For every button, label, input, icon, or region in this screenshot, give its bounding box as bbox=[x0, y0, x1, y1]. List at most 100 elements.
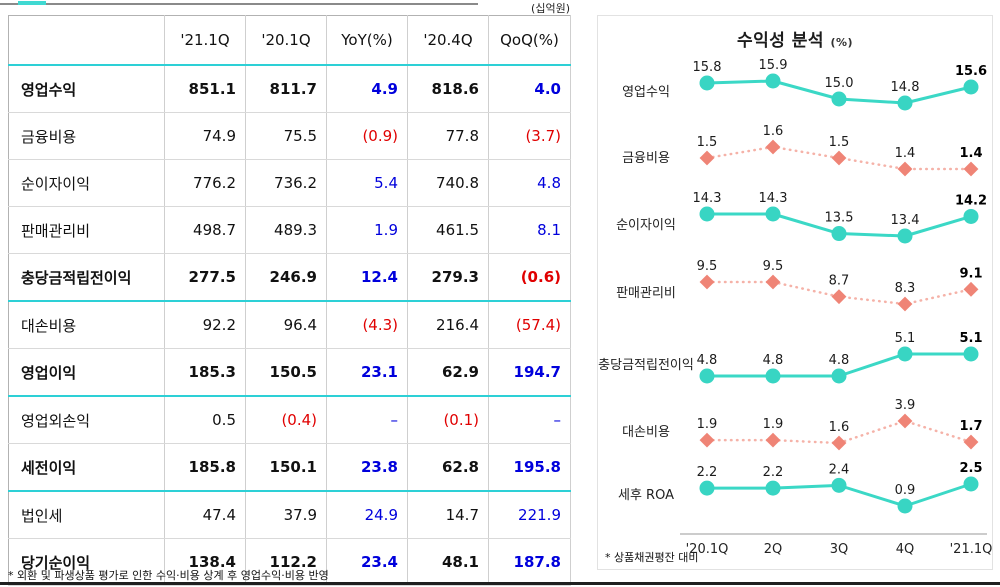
cell-value: 221.9 bbox=[488, 491, 571, 539]
circle-marker bbox=[699, 206, 715, 222]
cell-value: 4.8 bbox=[488, 159, 571, 207]
cell-value: 138.4 bbox=[164, 538, 246, 586]
table-row: 충당금적립전이익 277.5 246.9 12.4 279.3 (0.6) bbox=[8, 253, 571, 302]
table-row: 판매관리비 498.7 489.3 1.9 461.5 8.1 bbox=[8, 206, 571, 254]
cell-value: 12.4 bbox=[326, 253, 408, 302]
table-row: 금융비용 74.9 75.5 (0.9) 77.8 (3.7) bbox=[8, 112, 571, 160]
cell-value: 498.7 bbox=[164, 206, 246, 254]
x-axis-tick-label: '20.1Q bbox=[686, 542, 729, 557]
cell-value: 112.2 bbox=[245, 538, 327, 586]
value-label: 4.8 bbox=[829, 353, 850, 368]
value-label: 14.8 bbox=[891, 80, 920, 95]
table-row: 법인세 47.4 37.9 24.9 14.7 221.9 bbox=[8, 491, 571, 539]
series-label: 세후 ROA bbox=[618, 488, 674, 503]
cell-value: 75.5 bbox=[245, 112, 327, 160]
profitability-chart-svg: 영업수익 15.8 15.9 15.0 14.8 15.6 금융비용 1.5 1.6 1.5 1.4… bbox=[598, 58, 992, 557]
diamond-marker bbox=[831, 150, 847, 166]
series-label: 영업수익 bbox=[622, 85, 670, 100]
financial-table: '21.1Q '20.1Q YoY(%) '20.4Q QoQ(%) 영업수익 851.1… bbox=[8, 15, 571, 586]
row-label: 금융비용 bbox=[8, 112, 165, 160]
series-label: 순이자이익 bbox=[616, 218, 676, 233]
cell-value: (0.6) bbox=[488, 253, 571, 302]
cell-value: 23.1 bbox=[326, 348, 408, 397]
value-label: 8.3 bbox=[895, 281, 916, 296]
table-row: 대손비용 92.2 96.4 (4.3) 216.4 (57.4) bbox=[8, 301, 571, 349]
diamond-marker bbox=[765, 432, 781, 448]
series-label: 금융비용 bbox=[622, 151, 670, 166]
value-label: 5.1 bbox=[895, 331, 916, 346]
row-label: 법인세 bbox=[8, 491, 165, 539]
cell-value: 1.9 bbox=[326, 206, 408, 254]
cell-value: 279.3 bbox=[407, 253, 489, 302]
corner-header-cell bbox=[8, 15, 165, 66]
cell-value: (0.4) bbox=[245, 396, 327, 444]
value-label: 14.3 bbox=[693, 191, 722, 206]
diamond-marker bbox=[963, 161, 979, 177]
cell-value: 489.3 bbox=[245, 206, 327, 254]
cell-value: 776.2 bbox=[164, 159, 246, 207]
cell-value: 74.9 bbox=[164, 112, 246, 160]
cell-value: (3.7) bbox=[488, 112, 571, 160]
value-label: 1.6 bbox=[829, 420, 850, 435]
cell-value: (0.9) bbox=[326, 112, 408, 160]
row-label: 영업외손익 bbox=[8, 396, 165, 444]
cell-value: 62.8 bbox=[407, 443, 489, 492]
value-label: 9.5 bbox=[763, 259, 784, 274]
circle-marker bbox=[765, 368, 781, 384]
value-label: 2.2 bbox=[697, 465, 718, 480]
cell-value: 92.2 bbox=[164, 301, 246, 349]
table-row: 영업수익 851.1 811.7 4.9 818.6 4.0 bbox=[8, 65, 571, 113]
chart-series: 판매관리비 9.5 9.5 8.7 8.3 9.1 bbox=[616, 259, 983, 312]
cell-value: 23.4 bbox=[326, 538, 408, 586]
circle-marker bbox=[963, 79, 979, 95]
cell-value: 23.8 bbox=[326, 443, 408, 492]
value-label: 15.9 bbox=[759, 58, 788, 73]
cell-value: 150.5 bbox=[245, 348, 327, 397]
cell-value: 851.1 bbox=[164, 65, 246, 113]
diamond-marker bbox=[963, 281, 979, 297]
series-label: 대손비용 bbox=[622, 425, 670, 440]
value-label: 2.4 bbox=[829, 462, 850, 477]
cell-value: 62.9 bbox=[407, 348, 489, 397]
diamond-marker bbox=[699, 274, 715, 290]
cell-value: 24.9 bbox=[326, 491, 408, 539]
cell-value: 37.9 bbox=[245, 491, 327, 539]
diamond-marker bbox=[765, 139, 781, 155]
diamond-marker bbox=[897, 161, 913, 177]
value-label: 4.8 bbox=[763, 353, 784, 368]
cell-value: 216.4 bbox=[407, 301, 489, 349]
chart-title: 수익성 분석 (%) bbox=[598, 26, 992, 51]
cell-value: 0.5 bbox=[164, 396, 246, 444]
column-header: YoY(%) bbox=[326, 15, 408, 66]
diamond-marker bbox=[831, 289, 847, 305]
circle-marker bbox=[699, 75, 715, 91]
cell-value: 277.5 bbox=[164, 253, 246, 302]
column-header: '20.4Q bbox=[407, 15, 489, 66]
diamond-marker bbox=[897, 296, 913, 312]
cell-value: (0.1) bbox=[407, 396, 489, 444]
value-label: 5.1 bbox=[959, 331, 982, 346]
circle-marker bbox=[765, 73, 781, 89]
column-header: QoQ(%) bbox=[488, 15, 571, 66]
cell-value: 818.6 bbox=[407, 65, 489, 113]
financial-table-body: 영업수익 851.1 811.7 4.9 818.6 4.0 금융비용 74.9 75.5 (0.… bbox=[8, 65, 571, 586]
teal-accent-mark bbox=[18, 1, 46, 5]
value-label: 0.9 bbox=[895, 483, 916, 498]
chart-series: 순이자이익 14.3 14.3 13.5 13.4 14.2 bbox=[616, 191, 987, 244]
circle-marker bbox=[765, 480, 781, 496]
cell-value: 195.8 bbox=[488, 443, 571, 492]
table-row: 당기순이익 138.4 112.2 23.4 48.1 187.8 bbox=[8, 538, 571, 586]
chart-series: 대손비용 1.9 1.9 1.6 3.9 1.7 bbox=[622, 398, 983, 451]
value-label: 1.5 bbox=[829, 135, 850, 150]
cell-value: 185.8 bbox=[164, 443, 246, 492]
cell-value: 740.8 bbox=[407, 159, 489, 207]
value-label: 15.6 bbox=[955, 64, 987, 79]
value-label: 15.0 bbox=[825, 76, 854, 91]
cell-value: 736.2 bbox=[245, 159, 327, 207]
value-label: 9.1 bbox=[959, 266, 982, 281]
chart-footnote: * 상품채권평잔 대비 bbox=[605, 551, 699, 564]
cell-value: 461.5 bbox=[407, 206, 489, 254]
value-label: 8.7 bbox=[829, 274, 850, 289]
cell-value: 4.9 bbox=[326, 65, 408, 113]
value-label: 1.4 bbox=[959, 146, 982, 161]
